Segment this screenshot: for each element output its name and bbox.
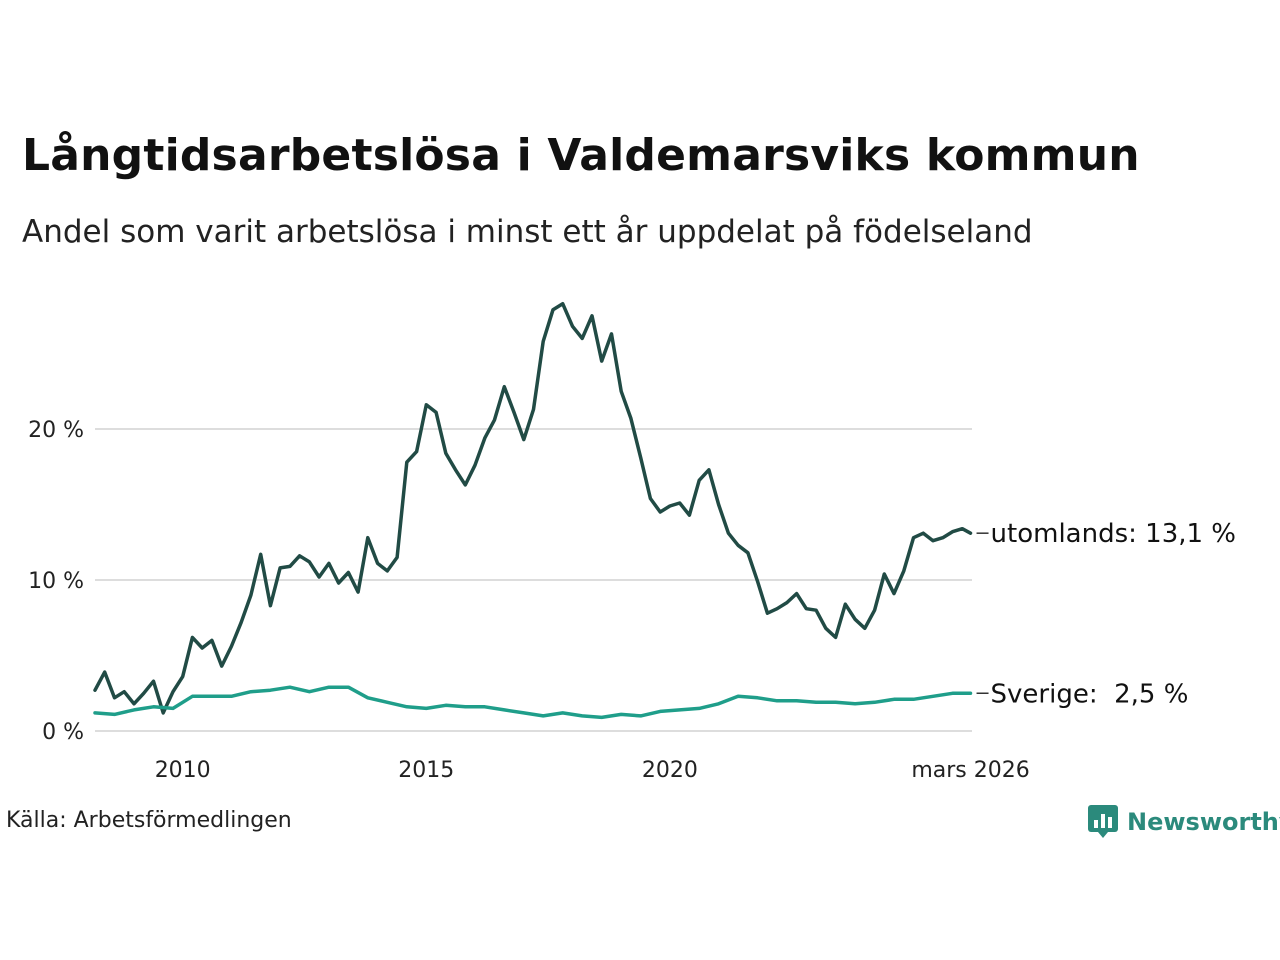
y-tick-label: 10 %	[28, 569, 84, 594]
x-tick-label: 2020	[642, 758, 698, 783]
grid-lines	[95, 428, 972, 732]
x-tick-label: 2015	[398, 758, 454, 783]
x-tick-label: 2010	[155, 758, 211, 783]
y-tick-label: 0 %	[42, 720, 84, 745]
brand-name: Newsworthy	[1127, 808, 1280, 836]
y-axis-ticks: 0 % 10 % 20 %	[28, 418, 84, 745]
x-tick-label: mars 2026	[911, 758, 1029, 783]
brand-logo: Newsworthy	[1087, 804, 1280, 840]
chart-subtitle: Andel som varit arbetslösa i minst ett å…	[22, 214, 1033, 250]
series-line-sverige	[93, 685, 973, 720]
y-tick-label: 20 %	[28, 418, 84, 443]
series-label-utomlands: utomlands: 13,1 %	[991, 519, 1236, 549]
x-axis-ticks: 2010 2015 2020 mars 2026	[155, 758, 1030, 783]
series-line-utomlands	[93, 301, 973, 715]
newsworthy-logo-icon	[1088, 805, 1118, 838]
chart-title: Långtidsarbetslösa i Valdemarsviks kommu…	[22, 130, 1140, 181]
series-label-sverige: Sverige: 2,5 %	[991, 679, 1189, 709]
series-end-labels: utomlands: 13,1 % Sverige: 2,5 %	[976, 519, 1236, 709]
source-note: Källa: Arbetsförmedlingen	[6, 808, 292, 833]
series-lines	[93, 301, 973, 720]
